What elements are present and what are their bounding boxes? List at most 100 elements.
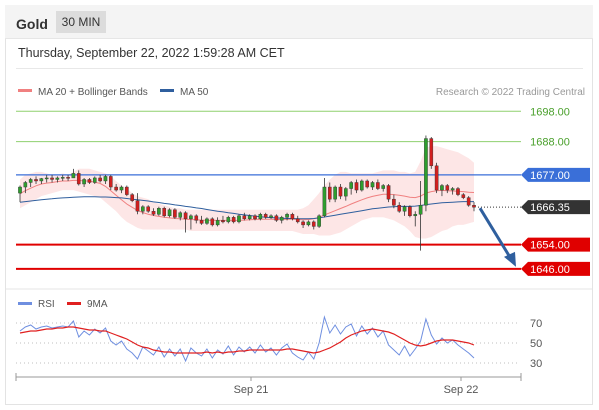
candle-body (247, 215, 252, 220)
candle-body (338, 186, 343, 197)
candle-body (98, 177, 102, 182)
candle-body (370, 182, 375, 188)
rsi-tick-label: 30 (530, 358, 542, 370)
rsi-ma-legend-swatch (67, 302, 81, 305)
candle-body (18, 186, 22, 194)
candle-body (167, 209, 172, 217)
candle-body (354, 182, 359, 191)
candle-body (269, 215, 273, 218)
candle-body (23, 182, 28, 188)
candle-body (231, 217, 236, 223)
candle-body (135, 200, 140, 212)
candle-body (263, 214, 268, 218)
candle-body (146, 206, 150, 212)
candle-body (178, 212, 183, 218)
candle-body (327, 186, 332, 200)
candle-body (237, 215, 241, 223)
candle-body (66, 177, 70, 179)
x-tick-label: Sep 21 (234, 384, 269, 396)
candle-body (28, 179, 33, 183)
resistance-label: 1698.00 (530, 106, 570, 118)
candle-body (392, 198, 396, 206)
candle-body (424, 138, 428, 206)
rsi-ma-legend-label: 9MA (87, 299, 108, 310)
candle-body (349, 182, 353, 189)
candle-body (114, 186, 118, 191)
candle-body (215, 220, 220, 226)
candle-body (413, 214, 418, 217)
forecast-arrow-shaft (478, 207, 513, 260)
support-tag (521, 261, 590, 276)
candle-body (92, 177, 97, 183)
support-label: 1654.00 (530, 240, 570, 252)
ma20-legend-label: MA 20 + Bollinger Bands (38, 87, 148, 98)
candle-body (108, 176, 113, 188)
candle-body (221, 220, 225, 223)
candle-body (205, 218, 209, 224)
candle-body (360, 180, 364, 191)
candle-body (317, 215, 321, 227)
candle-body (44, 177, 49, 180)
candle-body (386, 185, 391, 200)
candle-body (162, 208, 167, 217)
rsi-legend-label: RSI (38, 299, 55, 310)
rsi-ma-line (19, 326, 475, 354)
candle-body (39, 178, 44, 182)
ma20-legend-swatch (18, 89, 32, 92)
candle-body (71, 173, 76, 179)
candle-body (285, 214, 289, 218)
candle-body (173, 209, 177, 218)
candle-body (274, 215, 279, 221)
candle-body (119, 186, 124, 191)
candle-body (76, 173, 81, 185)
candle-body (333, 186, 337, 200)
rsi-tick-label: 50 (530, 338, 542, 350)
timeframe-badge[interactable]: 30 MIN (56, 11, 106, 33)
candle-body (60, 177, 65, 179)
candle-body (258, 214, 263, 220)
candle-body (183, 212, 188, 220)
support-tag (521, 237, 590, 252)
candle-body (253, 215, 257, 220)
candle-body (311, 221, 316, 227)
forecast-arrow-head (504, 251, 516, 267)
timestamp: Thursday, September 22, 2022 1:59:28 AM … (18, 46, 285, 60)
candle-body (242, 215, 247, 220)
candle-body (295, 218, 300, 223)
candle-body (376, 182, 380, 189)
candle-body (301, 221, 305, 226)
ma50-legend-label: MA 50 (180, 87, 209, 98)
candle-body (456, 188, 460, 195)
rsi-tick-label: 70 (530, 318, 542, 330)
pivot-label: 1677.00 (530, 170, 570, 182)
widget-frame (5, 5, 593, 405)
candle-body (306, 221, 311, 226)
candle-body (210, 218, 215, 226)
candle-body (199, 220, 204, 224)
x-tick-label: Sep 22 (444, 384, 479, 396)
rsi-line (19, 315, 475, 363)
candle-body (125, 186, 129, 195)
candle-body (279, 217, 284, 221)
candle-body (151, 211, 156, 215)
candle-body (130, 194, 134, 201)
candle-body (103, 176, 108, 182)
bollinger-band (20, 146, 474, 239)
candle-body (434, 165, 439, 191)
candle-body (55, 177, 60, 180)
candle-body (34, 179, 38, 182)
candle-body (472, 205, 476, 208)
candle-body (87, 179, 92, 183)
candle-body (226, 217, 231, 223)
candle-body (429, 138, 434, 167)
candle-body (365, 180, 369, 188)
candle-body (157, 208, 161, 215)
divider (16, 68, 583, 69)
candle-body (466, 197, 471, 206)
candle-body (189, 215, 193, 220)
last-price-label: 1666.35 (530, 202, 570, 214)
last-price-tag (521, 200, 590, 215)
candle-body (141, 206, 145, 212)
candle-body (344, 188, 348, 197)
